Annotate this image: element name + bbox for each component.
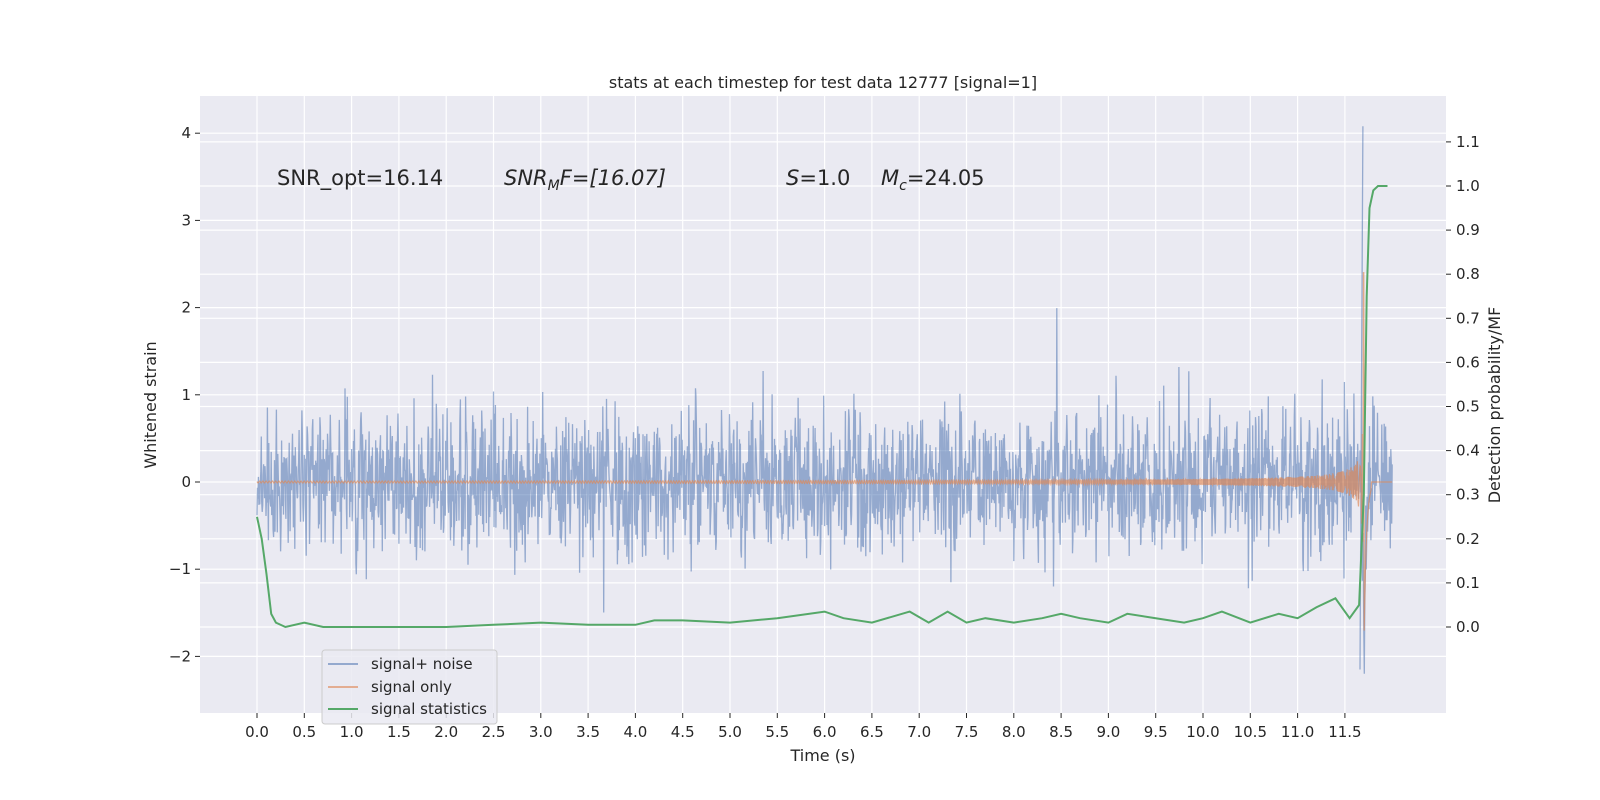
annotation-snr-opt: SNR_opt=16.14 [277,166,443,191]
y2-tick-label: 0.8 [1456,265,1480,283]
y2-tick-label: 0.5 [1456,398,1480,416]
x-tick-label: 2.5 [482,723,506,741]
x-tick-label: 6.0 [813,723,837,741]
annotation-s: S=1.0 [786,166,850,190]
y2-tick-label: 0.1 [1456,574,1480,592]
annotation-mc: Mc=24.05 [881,166,985,194]
y-tick-label: −1 [169,560,191,578]
x-tick-label: 1.0 [340,723,364,741]
x-tick-label: 5.0 [718,723,742,741]
x-tick-label: 7.0 [907,723,931,741]
line-signal-statistics [256,185,1388,629]
y-axis-label: Whitened strain [141,341,160,468]
x-tick-label: 8.0 [1002,723,1026,741]
y-tick-label: 4 [181,124,191,142]
y-tick-label: 2 [181,299,191,317]
series-signal-only [256,272,1393,631]
annotation-mc-label: M [881,166,899,190]
x-tick-label: 3.5 [576,723,600,741]
x-tick-label: 11.5 [1328,723,1361,741]
y-tick-label: 1 [181,386,191,404]
x-tick-label: 9.5 [1144,723,1168,741]
y2-tick-label: 1.1 [1456,133,1480,151]
x-tick-label: 5.5 [765,723,789,741]
x-tick-label: 8.5 [1049,723,1073,741]
annotation-snr-mf-base: SNR [504,166,548,190]
axis-ticks: 0.0 0.5 1.0 1.5 2.0 2.5 3.0 3.5 4.0 4.5 5.0 5.5 6.0 6… [169,124,1480,741]
y-tick-label: 0 [181,473,191,491]
legend-label-signal-statistics: signal statistics [371,700,487,718]
y2-tick-label: 0.4 [1456,442,1480,460]
x-tick-label: 1.5 [387,723,411,741]
y2-axis-label: Detection probability/MF [1485,307,1504,504]
x-axis-label: Time (s) [789,746,855,765]
annotation-mc-value: =24.05 [907,166,985,190]
x-tick-label: 0.0 [245,723,269,741]
x-tick-label: 10.5 [1234,723,1267,741]
y-tick-label: 3 [181,211,191,229]
x-tick-label: 10.0 [1186,723,1219,741]
annotation-snr-mf-rest: F=[16.07] [560,166,666,190]
x-tick-label: 4.5 [671,723,695,741]
y2-tick-label: 0.2 [1456,530,1480,548]
x-tick-label: 6.5 [860,723,884,741]
y2-tick-label: 0.7 [1456,309,1480,327]
y-tick-label: −2 [169,647,191,665]
annotation-s-label: S [786,166,799,190]
x-tick-label: 7.5 [955,723,979,741]
plot-background [200,96,1446,713]
x-tick-label: 2.0 [434,723,458,741]
annotation-snr-mf-sub: M [548,178,560,194]
x-tick-label: 3.0 [529,723,553,741]
x-tick-label: 11.0 [1281,723,1314,741]
series-signal-statistics [256,185,1388,629]
x-tick-label: 9.0 [1096,723,1120,741]
annotation-s-value: =1.0 [799,166,850,190]
x-tick-label: 0.5 [292,723,316,741]
y2-tick-label: 0.9 [1456,221,1480,239]
y2-tick-label: 1.0 [1456,177,1480,195]
x-tick-label: 4.0 [623,723,647,741]
legend-box [321,649,498,725]
legend-label-signal-only: signal only [371,678,452,696]
annotation-snr-mf: SNRMF=[16.07] [504,166,666,194]
annotation-mc-sub: c [899,178,907,194]
y2-tick-label: 0.3 [1456,486,1480,504]
y2-tick-label: 0.6 [1456,353,1480,371]
legend-label-signal-noise: signal+ noise [371,655,473,673]
chart-title: stats at each timestep for test data 127… [609,73,1037,92]
y2-tick-label: 0.0 [1456,618,1480,636]
legend: signal+ noise signal only signal statist… [321,649,498,725]
line-signal-only [256,272,1393,631]
